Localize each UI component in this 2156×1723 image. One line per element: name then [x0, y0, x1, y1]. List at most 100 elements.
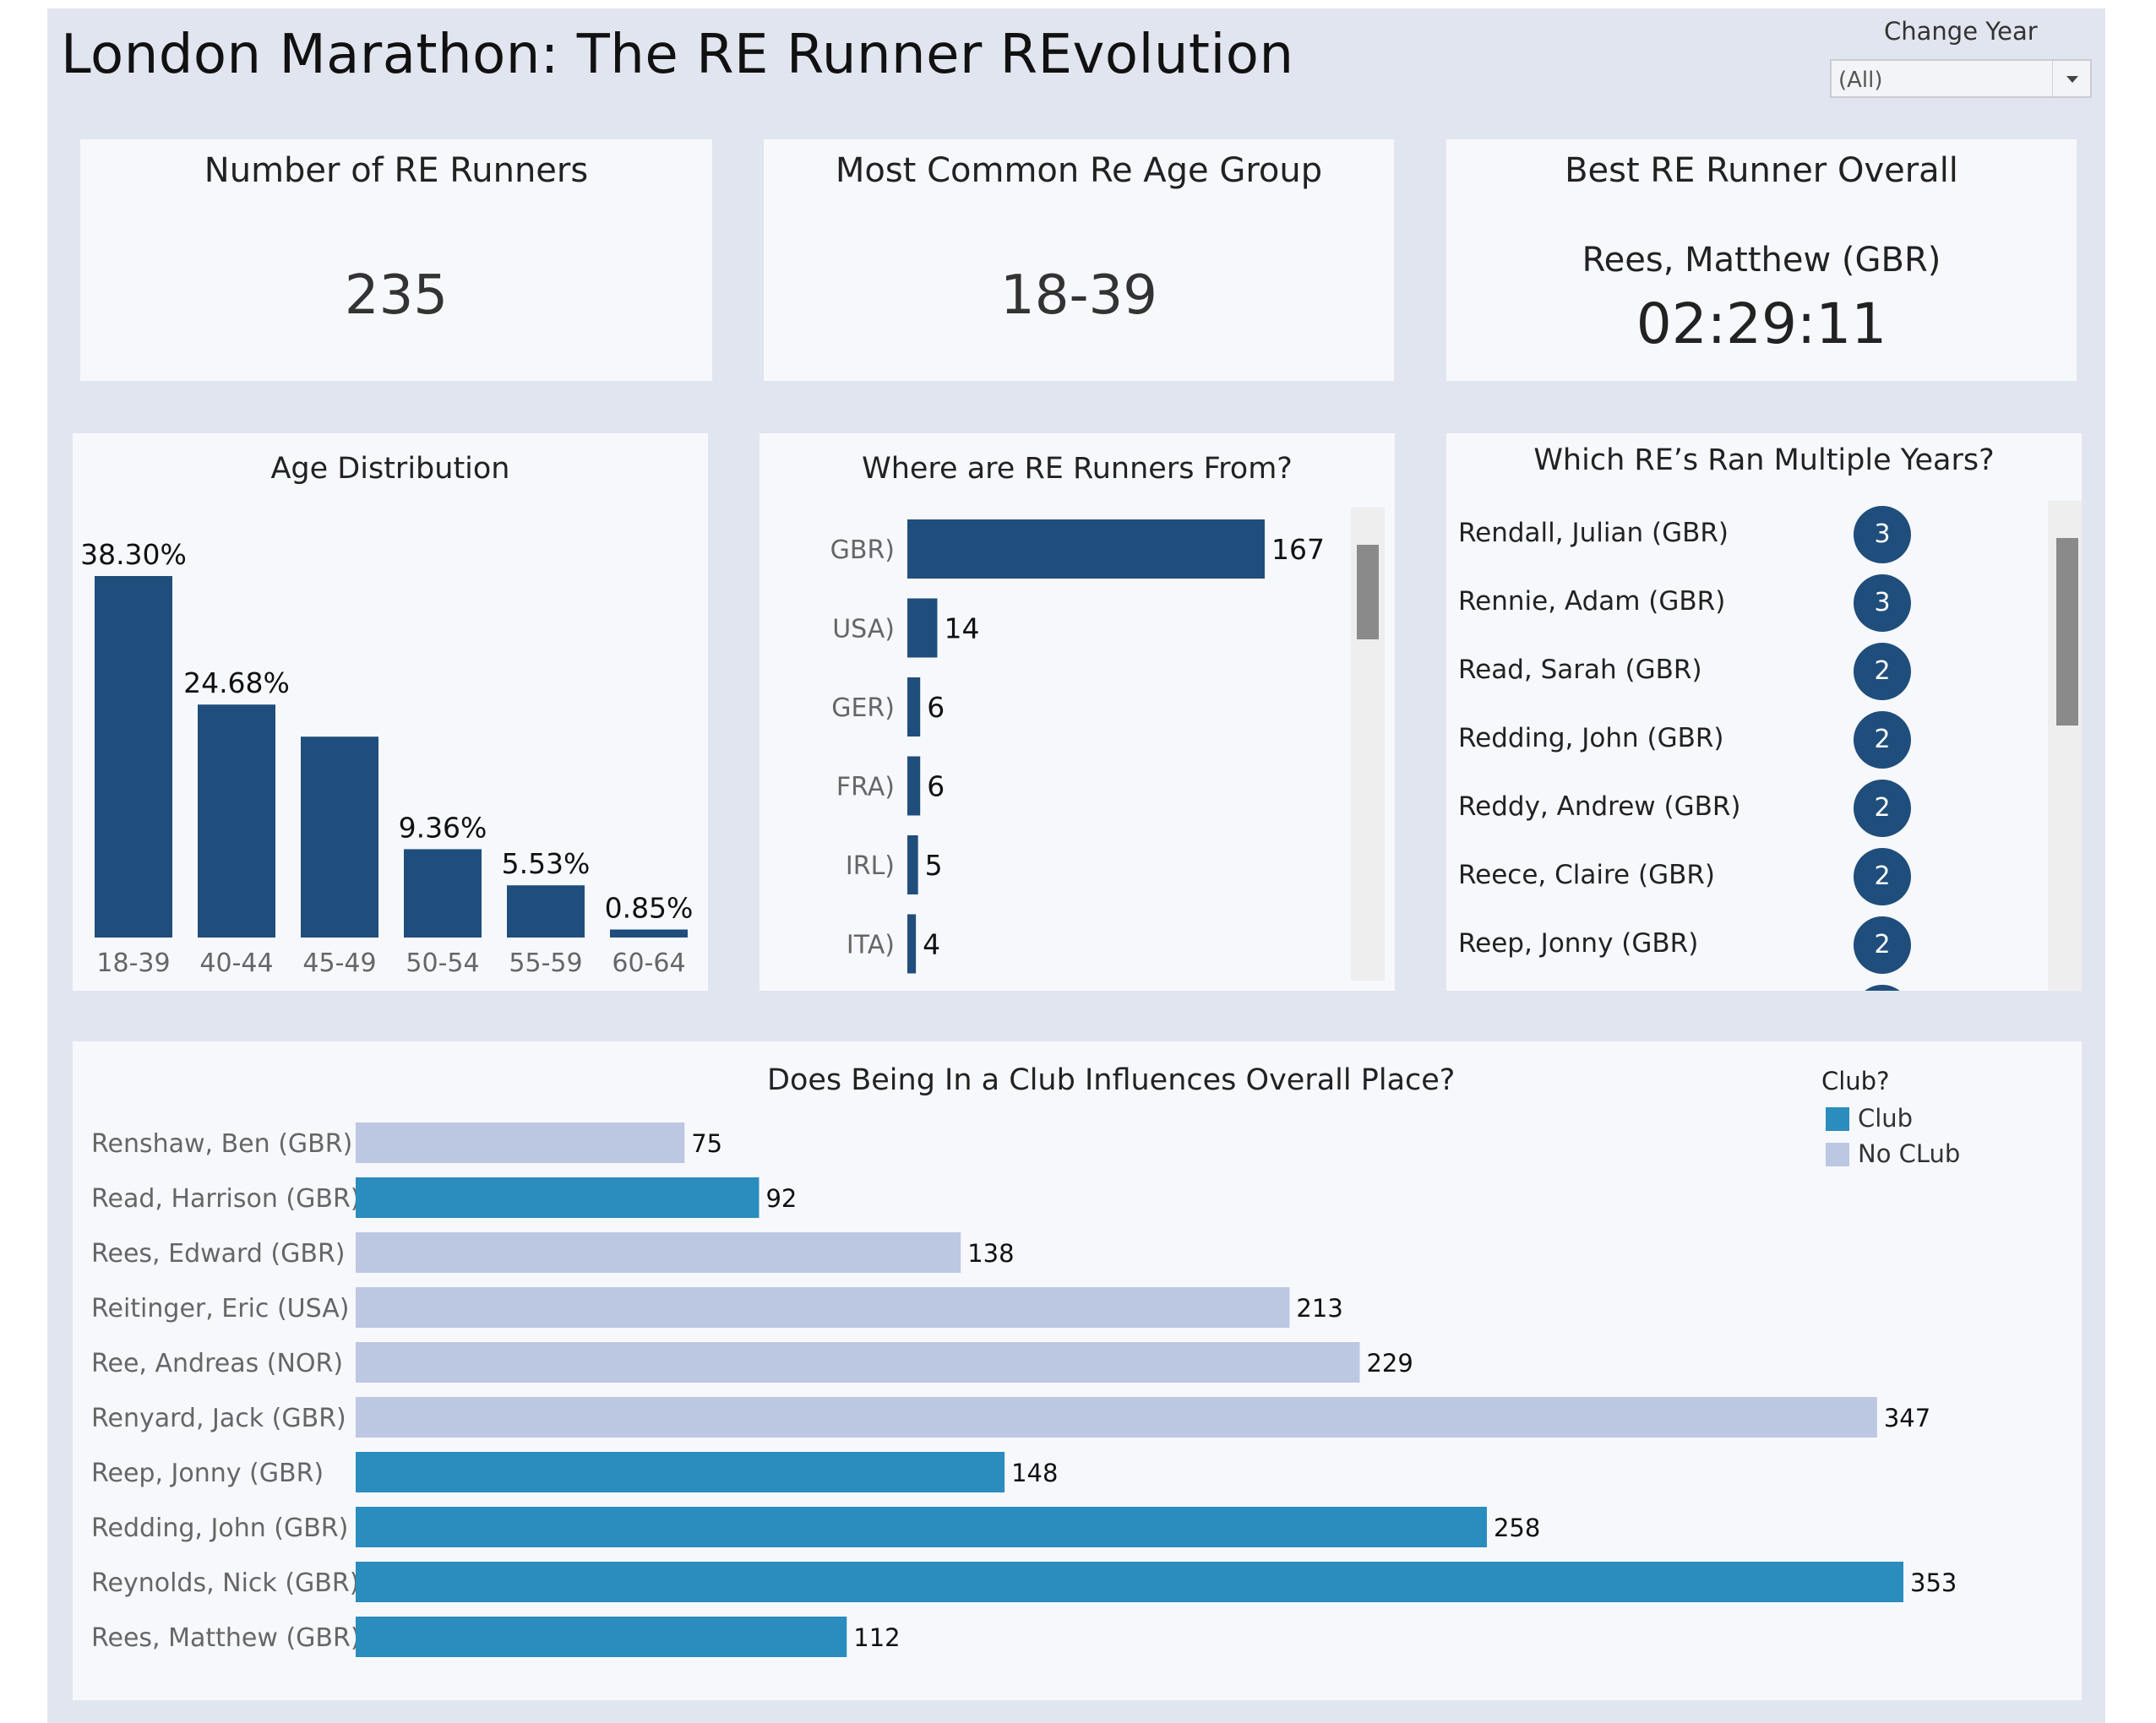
multi-years-title: Which RE’s Ran Multiple Years?: [1533, 443, 1995, 477]
multi-years-row[interactable]: Read, Sarah (GBR) 2: [1446, 639, 2072, 707]
club-runner-label: Rees, Matthew (GBR): [91, 1623, 361, 1653]
multi-years-count-badge: 2: [1854, 848, 1911, 905]
club-data-label: 112: [853, 1623, 900, 1652]
multi-years-name: Reddy, Andrew (GBR): [1458, 791, 1741, 822]
club-data-label: 148: [1011, 1459, 1058, 1487]
age-data-label: 38.30%: [80, 538, 187, 571]
age-tick-label: 45-49: [302, 948, 376, 978]
multi-years-row[interactable]: Reddy, Andrew (GBR) 2: [1446, 776, 2072, 844]
club-data-label: 229: [1366, 1349, 1413, 1378]
multi-years-row[interactable]: Rendall, Julian (GBR) 3: [1446, 503, 2072, 570]
legend-swatch-club: [1826, 1107, 1849, 1131]
kpi-card-best-runner: Best RE Runner Overall Rees, Matthew (GB…: [1446, 139, 2077, 381]
multi-years-row[interactable]: Reece, Claire (GBR) 2: [1446, 845, 2072, 912]
kpi-age-value: 18-39: [1000, 264, 1157, 327]
club-runner-label: Renshaw, Ben (GBR): [91, 1129, 352, 1159]
club-data-label: 75: [691, 1129, 722, 1158]
age-tick-label: 55-59: [509, 948, 582, 978]
country-chart: GBR) 167 USA) 14 GER) 6 FRA) 6 IRL) 5 ITA) 4: [830, 519, 1325, 974]
country-data-label: 14: [944, 612, 979, 645]
legend-item-no-club[interactable]: No CLub: [1858, 1139, 1961, 1168]
multi-years-row[interactable]: Redding, John (GBR) 2: [1446, 708, 2072, 775]
multi-years-badge-partial: [1854, 985, 1911, 991]
kpi-best-title: Best RE Runner Overall: [1565, 151, 1958, 190]
age-bar-55-59: [507, 885, 585, 938]
club-data-label: 138: [967, 1239, 1014, 1268]
age-bar-60-64: [610, 929, 688, 938]
country-tick-label: GER): [831, 693, 895, 723]
country-bar-FRA: [907, 756, 921, 816]
country-data-label: 6: [927, 770, 945, 803]
multi-years-name: Rennie, Adam (GBR): [1458, 586, 1726, 617]
club-runner-label: Reep, Jonny (GBR): [91, 1459, 324, 1488]
multi-years-list: Rendall, Julian (GBR) 3 Rennie, Adam (GBR)…: [1446, 503, 2072, 991]
club-data-label: 92: [765, 1184, 797, 1213]
multi-years-count-badge: 2: [1854, 643, 1911, 700]
kpi-runners-title: Number of RE Runners: [204, 151, 589, 190]
kpi-best-time: 02:29:11: [1636, 291, 1887, 356]
multi-years-name: Read, Sarah (GBR): [1458, 655, 1702, 685]
club-data-label: 258: [1494, 1514, 1540, 1542]
kpi-card-runners: Number of RE Runners 235: [80, 139, 712, 381]
club-bar: [356, 1232, 961, 1273]
age-tick-label: 18-39: [96, 948, 170, 978]
multi-years-row[interactable]: Rennie, Adam (GBR) 3: [1446, 571, 2072, 639]
multi-years-count-badge: 2: [1854, 916, 1911, 974]
age-distribution-card: Age Distribution 38.30% 18-39 24.68% 40-44 4…: [73, 433, 708, 991]
club-data-label: 213: [1296, 1294, 1342, 1323]
club-legend-title: Club?: [1821, 1067, 1890, 1095]
kpi-best-name: Rees, Matthew (GBR): [1582, 241, 1941, 280]
age-data-label: 5.53%: [502, 847, 591, 880]
country-data-label: 6: [927, 691, 945, 724]
age-chart-title: Age Distribution: [270, 452, 510, 486]
country-tick-label: USA): [832, 615, 895, 644]
country-scrollbar-thumb[interactable]: [1357, 545, 1379, 639]
country-scrollbar[interactable]: [1351, 508, 1385, 981]
club-data-label: 347: [1884, 1404, 1930, 1432]
multi-years-row[interactable]: Reep, Jonny (GBR) 2: [1446, 913, 2072, 981]
multi-years-name: Rendall, Julian (GBR): [1458, 518, 1729, 548]
age-bar-45-49: [301, 736, 378, 938]
club-bar: [356, 1177, 760, 1218]
club-bar: [356, 1397, 1877, 1438]
club-runner-label: Reitinger, Eric (USA): [91, 1294, 349, 1324]
club-runner-label: Renyard, Jack (GBR): [91, 1404, 346, 1433]
club-runner-label: Reynolds, Nick (GBR): [91, 1568, 359, 1598]
country-tick-label: FRA): [836, 773, 895, 802]
chevron-down-icon[interactable]: [2052, 61, 2090, 96]
age-tick-label: 60-64: [612, 948, 685, 978]
country-tick-label: GBR): [830, 535, 895, 565]
age-data-label: 9.36%: [399, 811, 487, 844]
club-runner-label: Read, Harrison (GBR): [91, 1184, 361, 1214]
club-data-label: 353: [1910, 1568, 1957, 1597]
country-tick-label: ITA): [847, 931, 895, 960]
age-data-label: 24.68%: [183, 666, 290, 699]
club-chart: Renshaw, Ben (GBR) 75 Read, Harrison (GBR)…: [91, 1122, 1957, 1657]
country-bar-IRL: [907, 835, 918, 894]
multi-years-count-badge: 3: [1854, 506, 1911, 563]
multi-years-scrollbar-thumb[interactable]: [2056, 538, 2078, 726]
club-chart-title: Does Being In a Club Influences Overall …: [767, 1063, 1456, 1097]
age-bar-50-54: [404, 849, 482, 938]
club-bar: [356, 1507, 1487, 1547]
kpi-card-age-group: Most Common Re Age Group 18-39: [764, 139, 1394, 381]
country-data-label: 5: [925, 849, 943, 882]
multi-years-name: Redding, John (GBR): [1458, 723, 1724, 753]
multi-years-count-badge: 2: [1854, 780, 1911, 837]
age-bar-18-39: [95, 575, 172, 938]
club-runner-label: Redding, John (GBR): [91, 1514, 348, 1543]
page-title: London Marathon: The RE Runner REvolutio…: [61, 24, 1294, 86]
age-bar-40-44: [198, 704, 275, 938]
club-bar: [356, 1562, 1903, 1602]
age-tick-label: 40-44: [199, 948, 273, 978]
age-data-label: 0.85%: [605, 892, 694, 925]
multi-years-scrollbar[interactable]: [2048, 501, 2082, 991]
country-data-label: 4: [923, 928, 940, 961]
year-filter-dropdown[interactable]: (All): [1830, 59, 2092, 98]
club-bar: [356, 1342, 1360, 1383]
country-card: Where are RE Runners From? GBR) 167 USA) 14…: [760, 433, 1395, 991]
country-bar-GBR: [907, 519, 1265, 579]
legend-item-club[interactable]: Club: [1858, 1104, 1914, 1133]
multi-years-count-badge: 3: [1854, 574, 1911, 632]
country-tick-label: IRL): [846, 851, 895, 881]
